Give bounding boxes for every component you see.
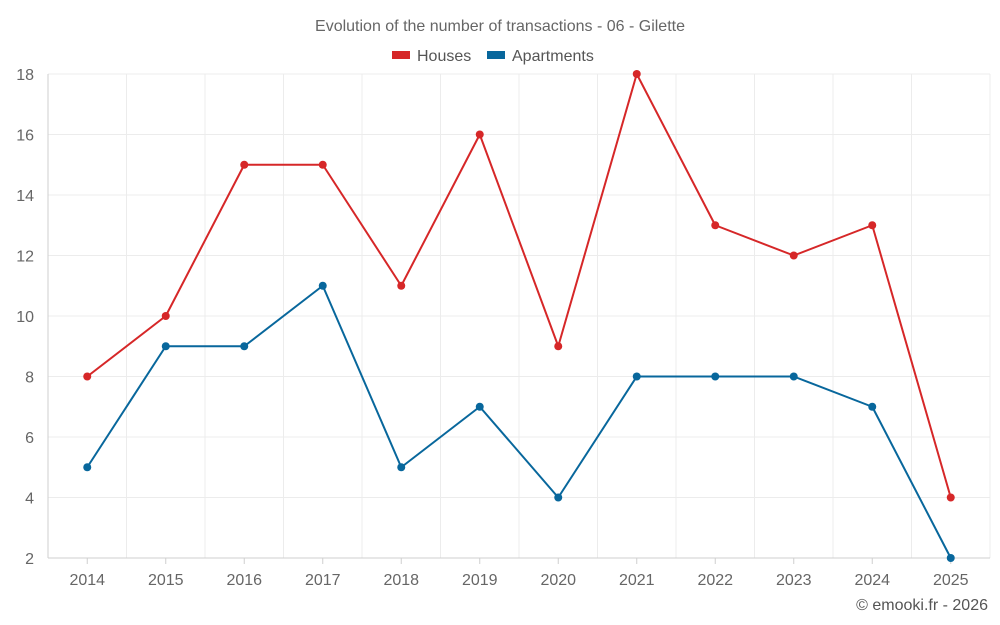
x-tick-label: 2017 xyxy=(305,572,341,589)
data-point-apartments[interactable] xyxy=(475,402,484,411)
x-tick-label: 2016 xyxy=(226,572,262,589)
data-point-apartments[interactable] xyxy=(161,342,170,351)
legend[interactable]: Houses Apartments xyxy=(392,48,594,65)
series-line-houses xyxy=(86,73,952,498)
data-point-houses[interactable] xyxy=(397,281,406,290)
x-tick-label: 2021 xyxy=(619,572,655,589)
y-tick-label: 12 xyxy=(16,249,34,266)
data-point-houses[interactable] xyxy=(318,160,327,169)
x-tick-label: 2022 xyxy=(697,572,733,589)
data-point-houses[interactable] xyxy=(554,342,563,351)
data-point-apartments[interactable] xyxy=(946,554,955,562)
grid xyxy=(47,73,991,559)
legend-item-houses[interactable]: Houses xyxy=(392,48,471,65)
x-tick-label: 2025 xyxy=(933,572,969,589)
series-apartments xyxy=(83,281,955,562)
axes: 2 4 6 8 10 12 14 16 18 2014 2015 2016 2017 2018 2019 20… xyxy=(16,67,990,589)
x-tick-label: 2024 xyxy=(854,572,890,589)
series-line-apartments xyxy=(86,284,952,559)
y-tick-label: 6 xyxy=(25,430,34,447)
data-point-houses[interactable] xyxy=(946,493,955,502)
data-point-houses[interactable] xyxy=(868,221,877,230)
data-point-houses[interactable] xyxy=(475,130,484,139)
data-point-houses[interactable] xyxy=(632,70,641,78)
legend-item-apartments[interactable]: Apartments xyxy=(487,48,594,65)
data-point-houses[interactable] xyxy=(240,160,249,169)
data-point-apartments[interactable] xyxy=(554,493,563,502)
y-tick-label: 14 xyxy=(16,188,34,205)
y-tick-label: 18 xyxy=(16,67,34,84)
x-tick-label: 2023 xyxy=(776,572,812,589)
legend-label: Houses xyxy=(417,48,471,65)
data-point-apartments[interactable] xyxy=(789,372,798,381)
x-tick-label: 2019 xyxy=(462,572,498,589)
data-point-apartments[interactable] xyxy=(397,463,406,472)
y-tick-label: 16 xyxy=(16,128,34,145)
data-point-apartments[interactable] xyxy=(240,342,249,351)
data-point-houses[interactable] xyxy=(789,251,798,260)
data-point-houses[interactable] xyxy=(711,221,720,230)
data-point-apartments[interactable] xyxy=(868,402,877,411)
data-point-houses[interactable] xyxy=(83,372,92,381)
legend-swatch xyxy=(392,51,410,59)
y-tick-label: 8 xyxy=(25,370,34,387)
legend-swatch xyxy=(487,51,505,59)
data-point-apartments[interactable] xyxy=(318,281,327,290)
series-group xyxy=(83,70,955,562)
legend-label: Apartments xyxy=(512,48,594,65)
x-tick-label: 2015 xyxy=(148,572,184,589)
y-tick-label: 4 xyxy=(25,491,34,508)
data-point-apartments[interactable] xyxy=(632,372,641,381)
x-tick-label: 2020 xyxy=(540,572,576,589)
credit-text: © emooki.fr - 2026 xyxy=(856,597,988,614)
data-point-apartments[interactable] xyxy=(711,372,720,381)
x-tick-label: 2014 xyxy=(69,572,105,589)
y-tick-label: 10 xyxy=(16,309,34,326)
data-point-houses[interactable] xyxy=(161,312,170,320)
data-point-apartments[interactable] xyxy=(83,463,92,472)
x-tick-label: 2018 xyxy=(383,572,419,589)
chart-title: Evolution of the number of transactions … xyxy=(315,18,685,35)
series-houses xyxy=(83,70,955,502)
y-tick-label: 2 xyxy=(25,551,34,568)
